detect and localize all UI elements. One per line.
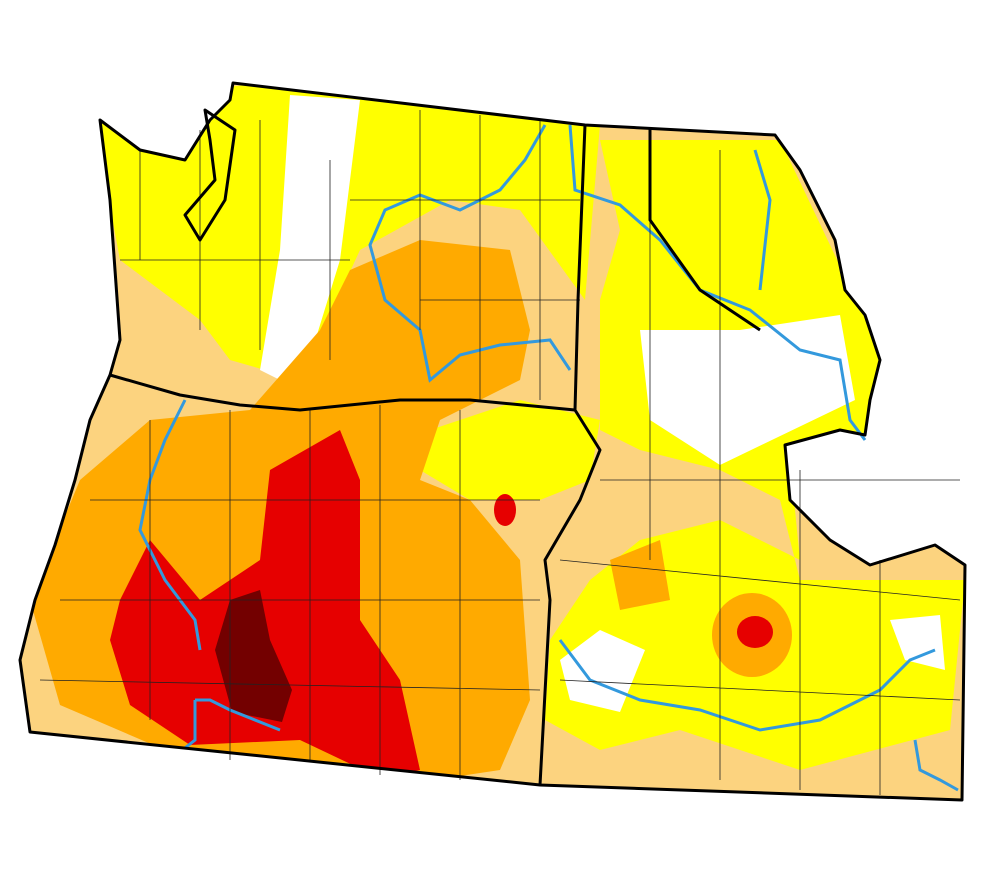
- white-area: [640, 315, 855, 465]
- mt-border: [648, 128, 761, 332]
- white-area: [890, 615, 945, 670]
- severe-drought: [737, 616, 773, 648]
- extreme-drought: [215, 590, 292, 722]
- white-area: [260, 95, 360, 390]
- moderate-drought: [610, 540, 670, 610]
- river: [558, 639, 936, 732]
- severe-drought: [494, 494, 516, 526]
- white-area: [560, 630, 645, 712]
- wa-or-border: [109, 373, 576, 412]
- river: [368, 124, 572, 383]
- river: [913, 739, 959, 792]
- state-borders: [18, 81, 967, 802]
- river: [568, 124, 867, 441]
- id-border: [538, 124, 602, 786]
- river: [184, 698, 281, 750]
- county-line: [559, 130, 961, 795]
- outer-border: [18, 81, 967, 802]
- yellow-area: [420, 400, 600, 500]
- county-line: [39, 405, 541, 780]
- puget-sound: [183, 108, 237, 242]
- county-line: [120, 110, 580, 400]
- county-lines: [39, 110, 961, 795]
- severe-drought: [110, 430, 420, 778]
- river: [753, 149, 772, 291]
- river: [138, 399, 202, 651]
- yellow-area: [90, 83, 600, 380]
- rivers: [138, 124, 959, 792]
